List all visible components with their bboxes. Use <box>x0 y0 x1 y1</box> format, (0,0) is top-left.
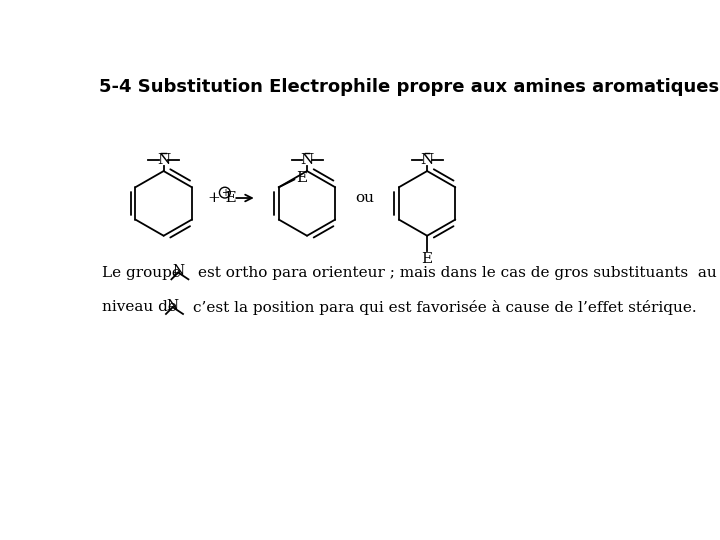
Text: N: N <box>167 299 179 313</box>
Text: N: N <box>300 153 314 167</box>
Text: ou: ou <box>356 191 374 205</box>
Text: Le groupe: Le groupe <box>102 266 181 280</box>
Text: est ortho para orienteur ; mais dans le cas de gros substituants  au: est ortho para orienteur ; mais dans le … <box>199 266 717 280</box>
Text: N: N <box>420 153 433 167</box>
Text: 5-4 Substitution Electrophile propre aux amines aromatiques: 5-4 Substitution Electrophile propre aux… <box>99 78 719 96</box>
Text: N: N <box>157 153 170 167</box>
Text: c’est la position para qui est favorisée à cause de l’effet stérique.: c’est la position para qui est favorisée… <box>193 300 697 315</box>
Text: niveau de: niveau de <box>102 300 176 314</box>
Text: E: E <box>297 171 307 185</box>
Text: + E: + E <box>208 191 237 205</box>
Text: +: + <box>221 187 229 198</box>
Text: N: N <box>172 264 184 278</box>
Text: E: E <box>422 252 433 266</box>
